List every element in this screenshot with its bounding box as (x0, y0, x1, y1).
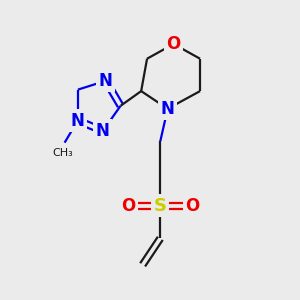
Text: CH₃: CH₃ (53, 148, 74, 158)
Text: N: N (96, 122, 110, 140)
Text: O: O (121, 197, 135, 215)
Text: S: S (154, 197, 167, 215)
Text: O: O (167, 35, 181, 53)
Text: N: N (71, 112, 85, 130)
Text: N: N (161, 100, 175, 118)
Text: O: O (186, 197, 200, 215)
Text: N: N (99, 72, 113, 90)
